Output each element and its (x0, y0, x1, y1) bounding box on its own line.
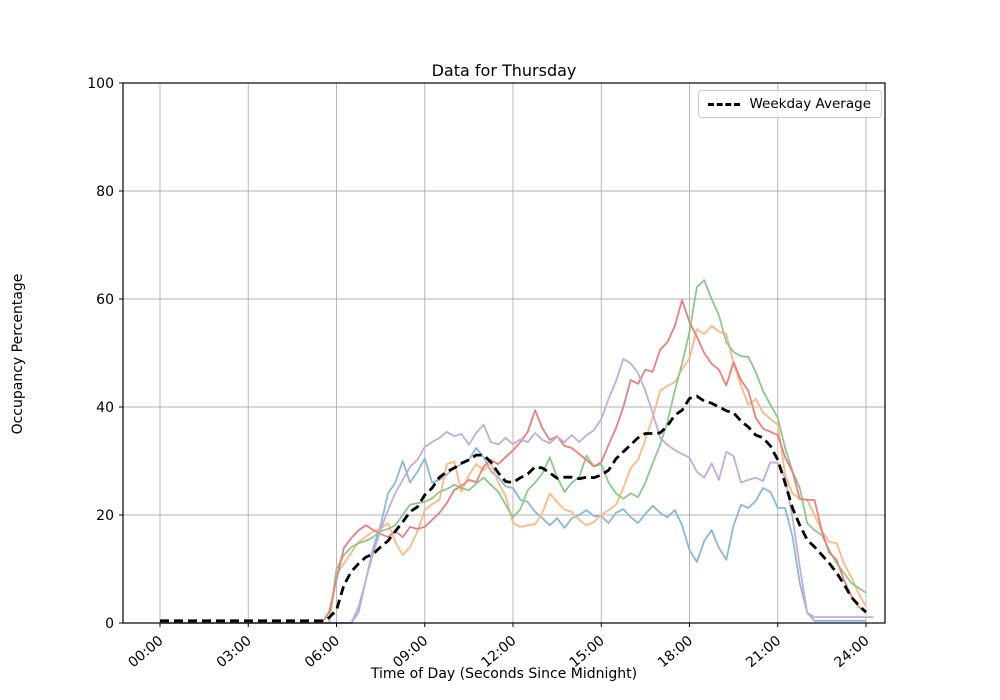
x-axis-label: Time of Day (Seconds Since Midnight) (370, 666, 638, 682)
y-tick-label: 0 (105, 616, 114, 632)
y-tick-label: 100 (87, 76, 114, 92)
axes-frame (122, 82, 886, 624)
legend-dashed-line-icon (708, 102, 741, 106)
y-tick-label: 60 (96, 292, 114, 308)
chart-title: Data for Thursday (431, 61, 577, 80)
series-line-weekday-average (160, 394, 867, 623)
legend-label: Weekday Average (749, 96, 871, 112)
y-tick-label: 20 (96, 508, 114, 524)
y-tick-label: 40 (96, 400, 114, 416)
y-tick-label: 80 (96, 184, 114, 200)
legend: Weekday Average (698, 90, 882, 118)
y-axis-label: Occupancy Percentage (10, 273, 26, 435)
